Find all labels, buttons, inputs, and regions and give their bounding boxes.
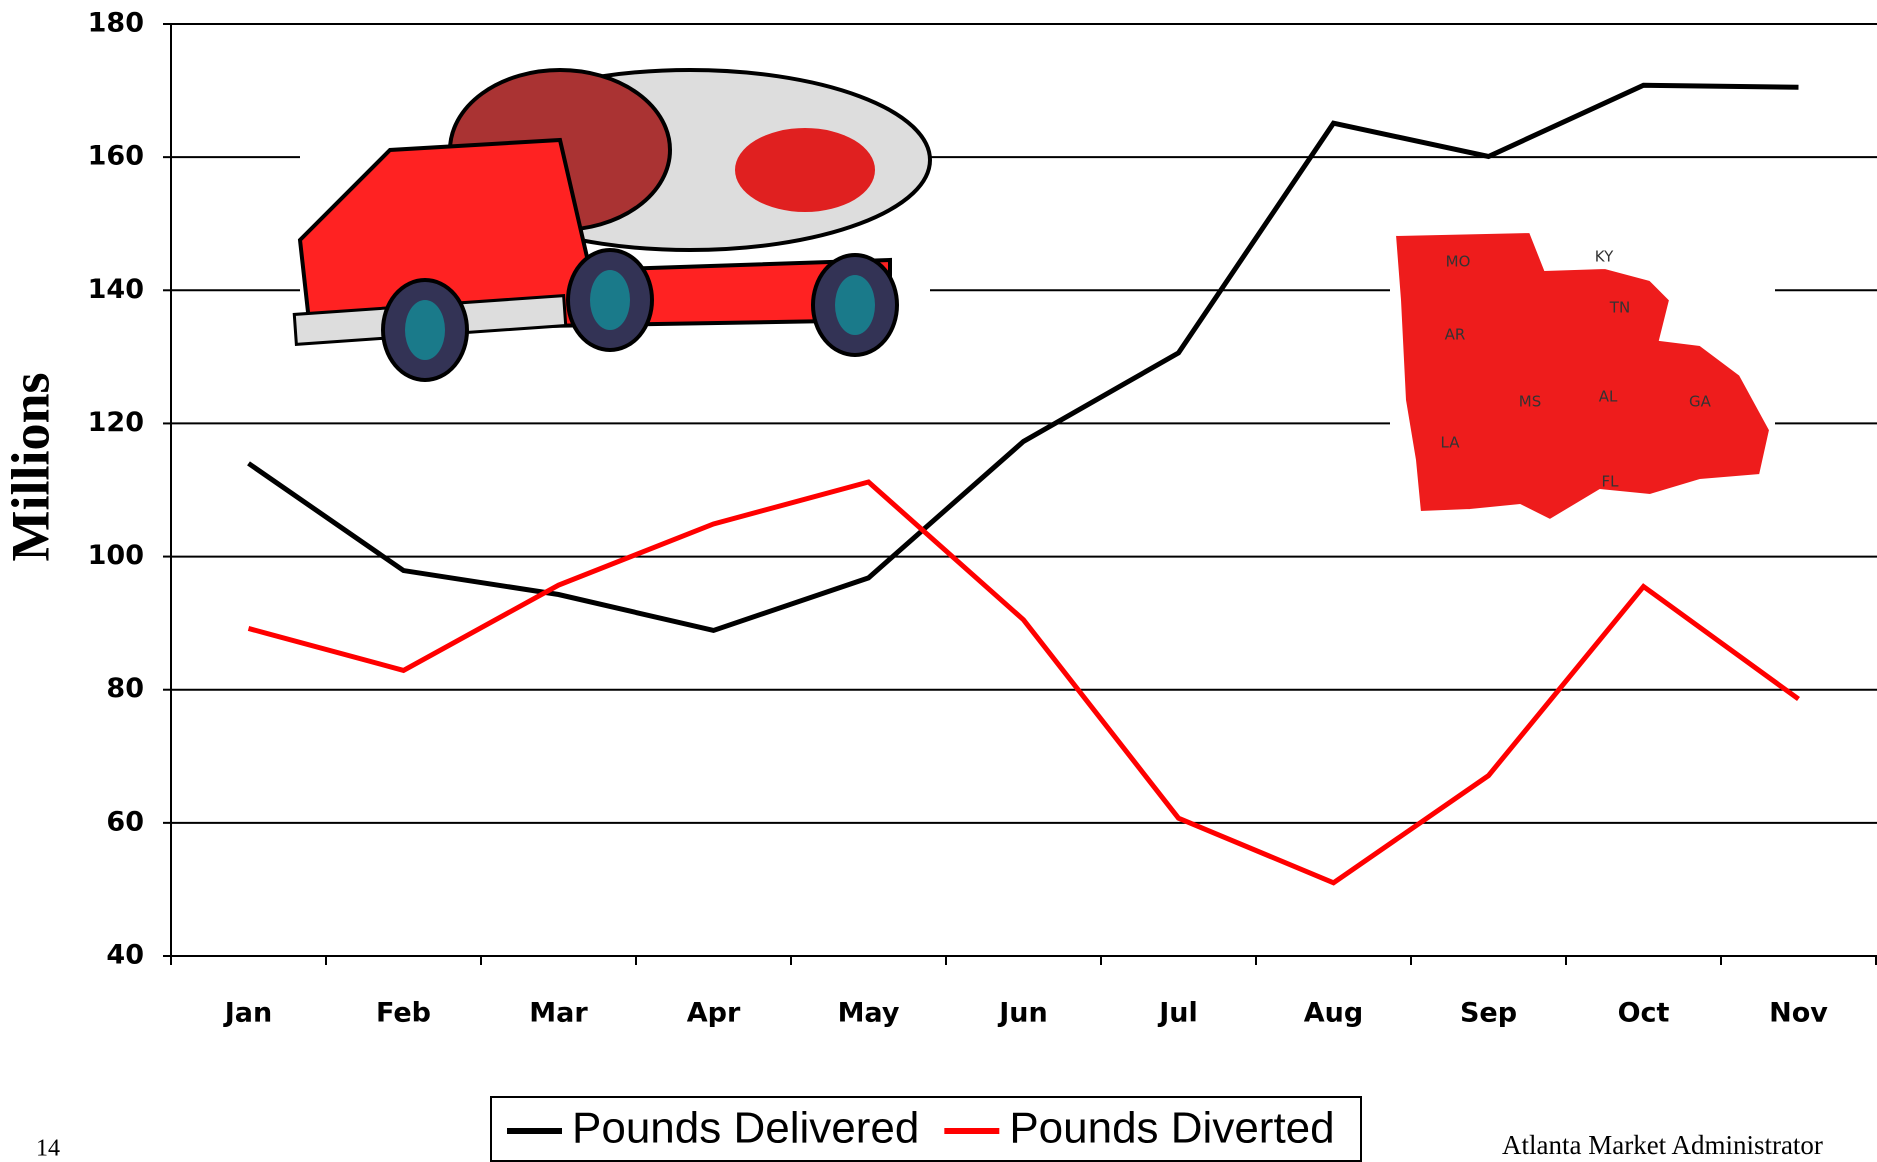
x-tick-label: Aug bbox=[1304, 998, 1363, 1029]
map-label: MO bbox=[1446, 253, 1471, 271]
y-tick-label: 180 bbox=[88, 8, 144, 39]
legend: Pounds Delivered Pounds Diverted bbox=[490, 1096, 1362, 1162]
x-tick-label: Oct bbox=[1618, 998, 1670, 1029]
map-label: TN bbox=[1609, 299, 1630, 317]
x-tick-label: May bbox=[838, 998, 900, 1029]
map-illustration: MO KY AR TN MS AL GA LA FL bbox=[1390, 225, 1775, 540]
legend-label: Pounds Diverted bbox=[1009, 1104, 1334, 1153]
series-line bbox=[247, 479, 1800, 886]
states bbox=[1393, 230, 1772, 522]
x-tick-label: Jul bbox=[1157, 998, 1198, 1029]
page-number: 14 bbox=[36, 1136, 60, 1162]
map-label: FL bbox=[1602, 473, 1620, 491]
y-tick-label: 40 bbox=[106, 940, 144, 971]
truck-illustration bbox=[292, 68, 932, 382]
logo bbox=[735, 128, 875, 212]
x-tick-label: Mar bbox=[529, 998, 588, 1029]
y-tick-label: 100 bbox=[88, 540, 144, 571]
map-label: GA bbox=[1689, 393, 1712, 411]
hub bbox=[405, 300, 445, 360]
x-tick-label: Feb bbox=[376, 998, 431, 1029]
map-label: AR bbox=[1445, 326, 1466, 344]
x-tick-label: Jan bbox=[223, 998, 273, 1029]
map-label: MS bbox=[1519, 393, 1541, 411]
y-tick-label: 60 bbox=[106, 806, 144, 837]
map-label: AL bbox=[1599, 388, 1618, 406]
series-line bbox=[247, 82, 1799, 634]
y-tick-label: 140 bbox=[88, 274, 144, 305]
map-label: LA bbox=[1441, 434, 1461, 452]
y-axis-label: Millions bbox=[0, 372, 60, 561]
hub bbox=[835, 275, 875, 335]
x-tick-label: Apr bbox=[687, 998, 741, 1029]
y-tick-label: 80 bbox=[106, 673, 144, 704]
x-tick-label: Jun bbox=[997, 998, 1048, 1029]
legend-label: Pounds Delivered bbox=[572, 1104, 919, 1153]
x-tick-label: Sep bbox=[1460, 998, 1517, 1029]
y-tick-label: 160 bbox=[88, 141, 144, 172]
legend-box bbox=[490, 1096, 1362, 1162]
y-tick-label: 120 bbox=[88, 407, 144, 438]
map-label: KY bbox=[1595, 248, 1614, 266]
hub bbox=[590, 270, 630, 330]
x-tick-label: Nov bbox=[1769, 998, 1828, 1029]
footer: Atlanta Market Administrator bbox=[1502, 1130, 1823, 1160]
